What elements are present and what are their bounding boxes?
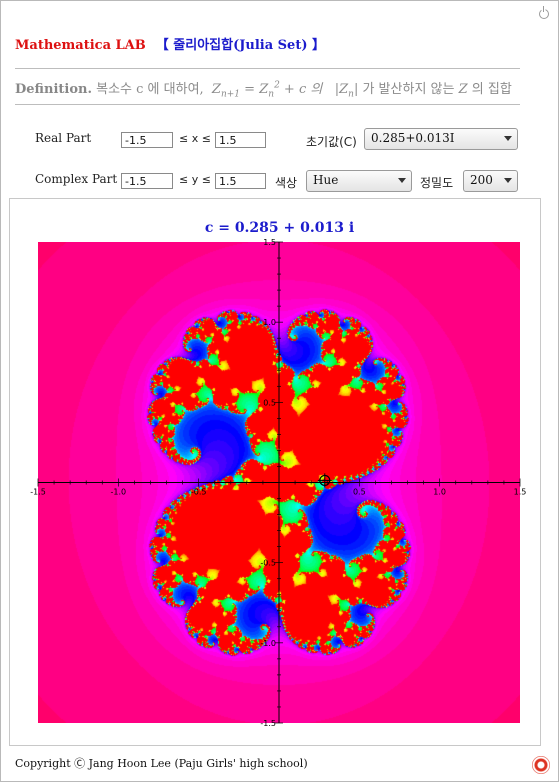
x-relation-label: ≤ x ≤: [179, 132, 211, 145]
formula-z: Zn+1 = Zn2 + c 의: [211, 80, 323, 100]
precision-label: 정밀도: [420, 176, 454, 190]
definition-label: Definition.: [15, 82, 92, 97]
divider-bottom: [15, 104, 520, 105]
chevron-down-icon: [398, 178, 406, 183]
formula-zvar: Z: [458, 82, 468, 97]
imag-max-input[interactable]: [215, 173, 266, 189]
y-relation-label: ≤ y ≤: [179, 173, 211, 186]
chevron-down-icon: [504, 136, 512, 141]
color-label: 색상: [275, 176, 298, 190]
page-subtitle: 【 줄리아집합(Julia Set) 】: [155, 38, 325, 53]
app-title: Mathematica LAB 【 줄리아집합(Julia Set) 】: [15, 34, 325, 53]
color-selected: Hue: [313, 173, 339, 187]
definition-mid: | 가 발산하지 않는: [353, 82, 455, 97]
plot-title: c = 0.285 + 0.013 i: [204, 220, 355, 236]
divider-top: [15, 68, 520, 69]
real-part-label: Real Part: [35, 131, 92, 145]
real-min-input[interactable]: [121, 132, 173, 148]
definition-end: 의 집합: [471, 82, 512, 97]
imag-min-input[interactable]: [121, 173, 173, 189]
copyright-text: Copyright Ⓒ Jang Hoon Lee (Paju Girls' h…: [15, 757, 308, 770]
precision-select[interactable]: 200: [463, 170, 518, 192]
initial-value-select[interactable]: 0.285+0.013I: [364, 128, 518, 150]
precision-selected: 200: [470, 173, 493, 187]
real-max-input[interactable]: [215, 132, 266, 148]
initial-value-selected: 0.285+0.013I: [371, 131, 455, 145]
initial-value-label: 초기값(C): [306, 135, 357, 149]
formula-abs: |Zn: [334, 82, 354, 100]
chevron-down-icon: [504, 178, 512, 183]
julia-set-heatmap: [38, 242, 520, 723]
logo-icon: [532, 756, 550, 774]
definition-intro: 복소수 c 에 대하여,: [96, 82, 204, 97]
lab-title: Mathematica LAB: [15, 38, 146, 53]
complex-part-label: Complex Part: [35, 172, 118, 186]
definition-text: Definition. 복소수 c 에 대하여, Zn+1 = Zn2 + c …: [15, 78, 512, 100]
color-select[interactable]: Hue: [306, 170, 412, 192]
power-icon[interactable]: [539, 6, 549, 19]
